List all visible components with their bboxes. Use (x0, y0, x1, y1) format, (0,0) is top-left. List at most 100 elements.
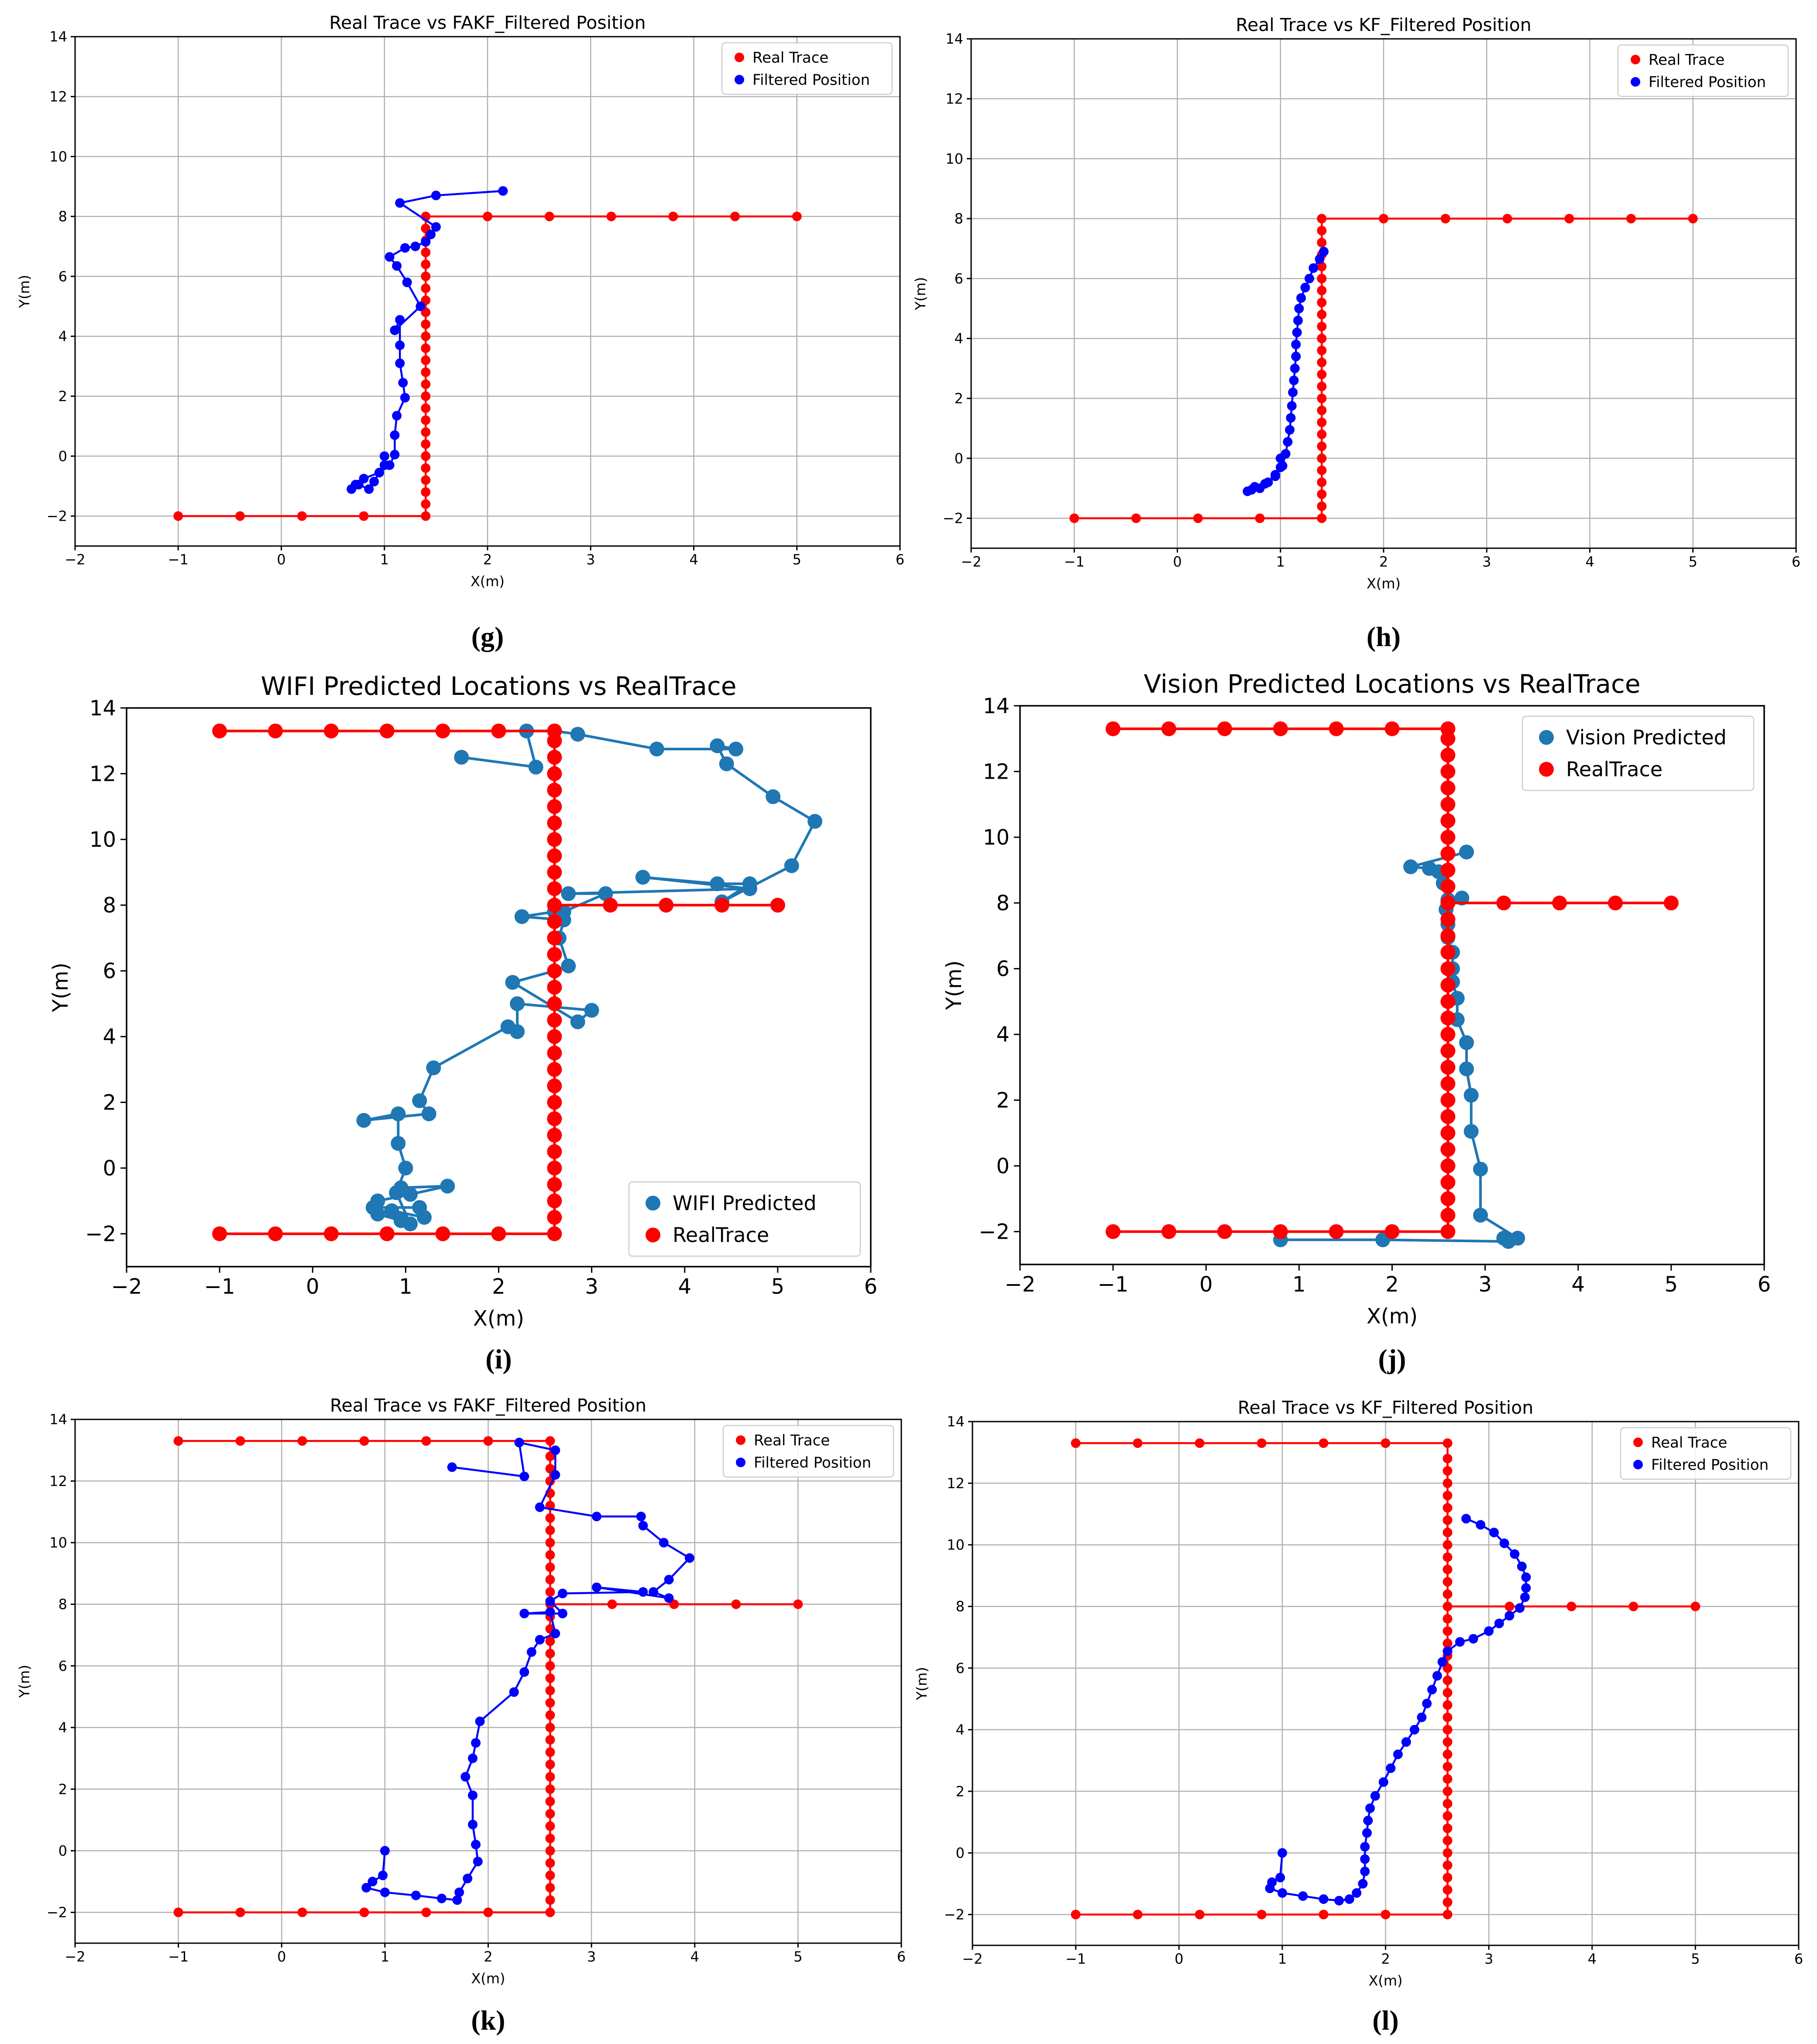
legend-label: WIFI Predicted (673, 1192, 817, 1215)
legend-label: Real Trace (754, 1432, 830, 1449)
x-tick-label: 4 (690, 1948, 699, 1965)
data-point (1370, 1791, 1380, 1801)
data-point (421, 499, 431, 509)
data-point (498, 186, 508, 196)
data-point (1440, 1109, 1456, 1124)
data-point (1443, 1453, 1453, 1463)
data-point (297, 1436, 307, 1446)
y-tick-label: 2 (996, 1088, 1010, 1113)
data-point (635, 869, 650, 885)
y-tick-label: 4 (103, 1025, 116, 1049)
x-tick-label: 6 (1792, 553, 1800, 570)
data-point (416, 301, 426, 311)
data-point (1443, 1601, 1453, 1611)
data-point (1277, 1848, 1287, 1858)
data-point (421, 487, 431, 497)
legend-box (721, 42, 893, 95)
data-point (1688, 213, 1698, 223)
data-point (421, 237, 431, 247)
data-point (1504, 1601, 1515, 1611)
data-point (1384, 1224, 1400, 1239)
data-point (547, 1127, 562, 1143)
data-point (1317, 274, 1327, 284)
data-point (731, 1599, 741, 1609)
x-tick-label: 0 (306, 1274, 319, 1299)
data-point (545, 1661, 555, 1671)
data-point (1552, 895, 1567, 910)
data-point (561, 958, 576, 974)
data-point (535, 1502, 545, 1512)
data-point (1463, 1124, 1479, 1139)
data-point (1290, 364, 1300, 374)
data-point (1317, 501, 1327, 511)
series-line (1075, 1442, 1449, 1916)
data-point (784, 858, 799, 873)
legend-marker (1633, 1460, 1643, 1470)
x-tick-label: −2 (1005, 1272, 1036, 1297)
data-point (719, 756, 734, 771)
data-point (1319, 247, 1329, 257)
data-point (1440, 1125, 1456, 1141)
data-point (1663, 895, 1679, 910)
data-point (1317, 369, 1327, 379)
x-axis-label: X(m) (471, 573, 505, 590)
data-point (649, 742, 664, 757)
y-tick-label: 6 (103, 959, 116, 983)
data-point (742, 876, 757, 891)
series-real-trace (1071, 1438, 1700, 1920)
data-point (1443, 1614, 1453, 1624)
data-point (1273, 721, 1288, 736)
data-point (545, 1821, 555, 1831)
x-tick-label: 3 (586, 551, 595, 568)
data-point (659, 1538, 669, 1548)
data-point (636, 1512, 646, 1522)
data-point (638, 1521, 648, 1531)
x-tick-label: −2 (65, 551, 85, 568)
data-point (471, 1738, 481, 1748)
data-point (1275, 1872, 1285, 1883)
data-point (547, 749, 562, 765)
data-point (1443, 1515, 1453, 1525)
data-point (1499, 1538, 1509, 1548)
data-point (545, 1710, 555, 1720)
data-point (545, 1735, 555, 1745)
data-point (391, 1136, 406, 1151)
data-point (547, 783, 562, 798)
x-tick-label: 1 (380, 551, 389, 568)
data-point (1291, 340, 1301, 350)
data-point (1496, 895, 1511, 910)
legend: Real Trace Filtered Position (1617, 44, 1789, 97)
data-point (1443, 1885, 1453, 1895)
data-point (1494, 1618, 1504, 1628)
data-point (1317, 322, 1327, 331)
data-point (235, 1436, 245, 1446)
x-tick-label: −2 (962, 1951, 982, 1967)
data-point (570, 727, 585, 742)
data-point (1291, 351, 1301, 361)
data-point (545, 1636, 555, 1646)
data-point (1440, 945, 1456, 960)
data-point (1455, 1637, 1465, 1647)
series-real-trace (173, 1436, 803, 1917)
data-point (379, 1226, 395, 1241)
data-point (1285, 425, 1295, 435)
data-point (792, 211, 802, 221)
data-point (385, 460, 395, 470)
x-tick-label: 0 (1199, 1272, 1213, 1297)
data-point (1440, 1043, 1456, 1058)
data-point (547, 897, 562, 913)
data-point (1360, 1854, 1370, 1864)
data-point (1502, 213, 1512, 223)
data-point (1417, 1712, 1427, 1722)
legend-marker (1539, 762, 1554, 777)
y-tick-label: 12 (89, 762, 116, 786)
data-point (547, 815, 562, 831)
data-point (607, 1599, 617, 1609)
data-point (359, 1907, 369, 1917)
data-point (173, 1907, 183, 1917)
x-tick-label: −2 (111, 1274, 142, 1299)
y-tick-label: 6 (996, 957, 1010, 981)
data-point (268, 1226, 283, 1241)
data-point (1489, 1528, 1499, 1538)
